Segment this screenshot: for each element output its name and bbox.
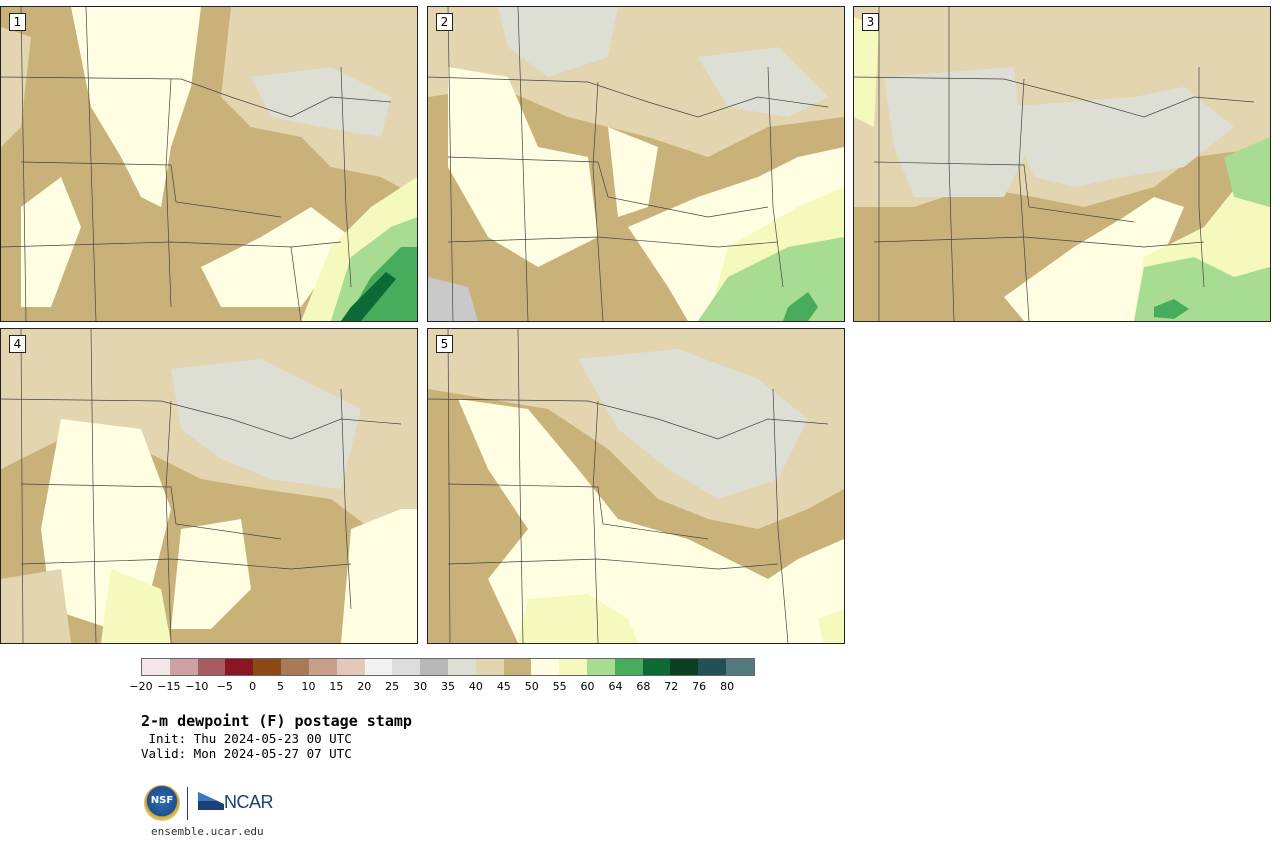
map-panel-4: 4 — [0, 328, 418, 644]
init-time: Init: Thu 2024-05-23 00 UTC — [141, 731, 352, 746]
colorbar-tick-label: 35 — [441, 680, 455, 693]
colorbar-tick-label: 10 — [301, 680, 316, 693]
map-panel-1: 1 — [0, 6, 418, 322]
panel-number-label: 4 — [9, 335, 26, 353]
colorbar-tick-label: 40 — [468, 680, 483, 693]
sponsor-logos: NSF NCAR — [144, 785, 284, 825]
colorbar-swatch — [197, 659, 226, 675]
colorbar-tick-label: 45 — [496, 680, 511, 693]
colorbar-swatch — [142, 659, 170, 675]
colorbar-swatch — [336, 659, 365, 675]
map-panel-2: 2 — [427, 6, 845, 322]
panel-number-label: 1 — [9, 13, 26, 31]
colorbar-tick-label: 80 — [720, 680, 735, 693]
logo-divider — [187, 787, 188, 820]
dewpoint-field-1 — [1, 7, 417, 321]
colorbar-swatch — [447, 659, 476, 675]
colorbar-swatch — [225, 659, 254, 675]
colorbar-tick-label: 20 — [357, 680, 372, 693]
colorbar-swatch — [726, 659, 754, 675]
colorbar-swatch — [420, 659, 448, 675]
colorbar-swatch — [364, 659, 393, 675]
colorbar-tick-label: 50 — [524, 680, 539, 693]
map-title: 2-m dewpoint (F) postage stamp — [141, 712, 412, 730]
colorbar-swatch — [559, 659, 587, 675]
colorbar-tick-label: −10 — [185, 680, 209, 693]
panel-number-label: 3 — [862, 13, 879, 31]
colorbar-tick-labels: −20 −15 −10 −5 0 5 10 15 20 25 30 35 40 45 50 55 60 64 68 7… — [129, 680, 761, 694]
colorbar-tick-label: −20 — [129, 680, 153, 693]
colorbar-swatch — [698, 659, 727, 675]
nsf-logo-text: NSF — [150, 795, 174, 806]
colorbar-tick-label: 30 — [413, 680, 428, 693]
colorbar-swatch — [308, 659, 337, 675]
colorbar-tick-label: 72 — [664, 680, 679, 693]
colorbar-swatch — [475, 659, 504, 675]
colorbar-swatch — [392, 659, 421, 675]
valid-time: Valid: Mon 2024-05-27 07 UTC — [141, 746, 352, 761]
dewpoint-field-5 — [428, 329, 844, 643]
colorbar-tick-label: 76 — [692, 680, 707, 693]
ncar-logo-mark — [198, 792, 224, 810]
panel-number-label: 5 — [436, 335, 453, 353]
colorbar-tick-label: 55 — [552, 680, 567, 693]
colorbar-tick-label: 60 — [580, 680, 595, 693]
colorbar-swatch — [587, 659, 615, 675]
map-panel-3: 3 — [853, 6, 1271, 322]
map-panel-5: 5 — [427, 328, 845, 644]
colorbar-swatch — [281, 659, 309, 675]
colorbar-tick-label: 68 — [636, 680, 651, 693]
colorbar-tick-label: 5 — [277, 680, 285, 693]
colorbar-tick-label: −5 — [216, 680, 233, 693]
dewpoint-colorbar — [141, 658, 755, 676]
colorbar-swatch — [670, 659, 699, 675]
colorbar-tick-label: 15 — [329, 680, 344, 693]
site-url[interactable]: ensemble.ucar.edu — [151, 825, 264, 838]
dewpoint-field-2 — [428, 7, 844, 321]
colorbar-swatch — [642, 659, 671, 675]
colorbar-swatch — [614, 659, 643, 675]
colorbar-tick-label: 0 — [249, 680, 257, 693]
dewpoint-field-3 — [854, 7, 1270, 321]
colorbar-tick-label: 64 — [608, 680, 623, 693]
colorbar-swatch — [531, 659, 560, 675]
nsf-logo: NSF — [144, 785, 180, 821]
colorbar-swatch — [503, 659, 532, 675]
dewpoint-field-4 — [1, 329, 417, 643]
colorbar-tick-label: −15 — [157, 680, 181, 693]
colorbar-swatch — [169, 659, 198, 675]
panel-number-label: 2 — [436, 13, 453, 31]
colorbar-tick-label: 25 — [385, 680, 400, 693]
colorbar-swatch — [253, 659, 282, 675]
ncar-logo-text: NCAR — [224, 792, 274, 812]
